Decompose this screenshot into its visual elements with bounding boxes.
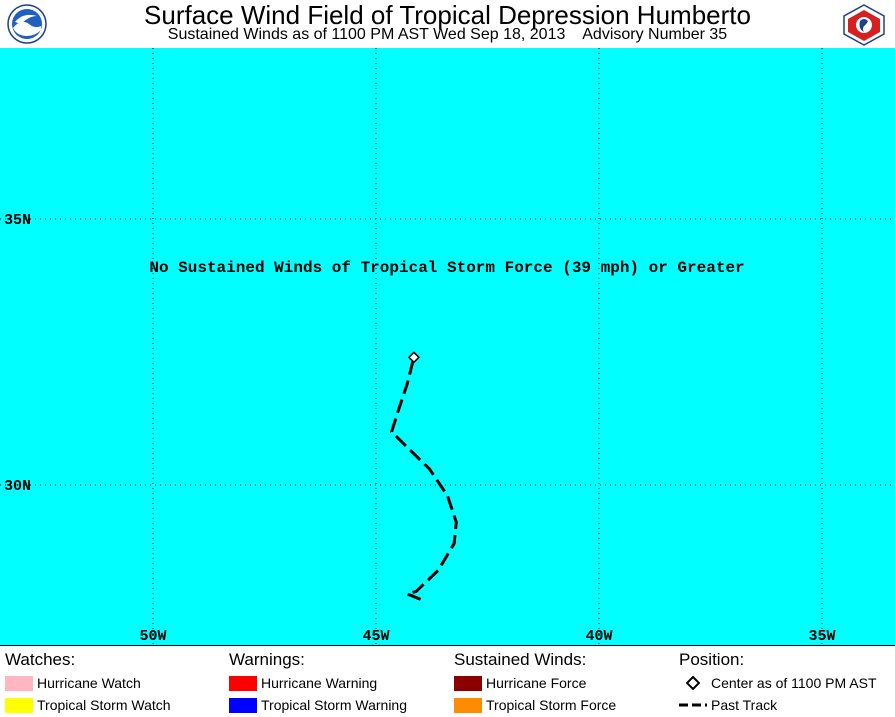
legend-winds: Sustained Winds: Hurricane Force Tropica…	[454, 650, 616, 716]
longitude-label: 40W	[585, 628, 612, 645]
legend-warnings: Warnings: Hurricane Warning Tropical Sto…	[229, 650, 407, 716]
longitude-label: 35W	[808, 628, 835, 645]
center-diamond-icon	[679, 676, 707, 691]
hurricane-force-swatch	[454, 675, 482, 691]
legend-label: Center as of 1100 PM AST	[711, 675, 877, 691]
wind-field-map: 50W 45W 40W 35W 35N 30N No Sustained Winds of…	[0, 48, 895, 645]
legend-position: Position: Center as of 1100 PM AST Past …	[679, 650, 877, 716]
latitude-label: 35N	[4, 212, 31, 229]
legend-item-tropical-storm-warning: Tropical Storm Warning	[229, 694, 407, 716]
header: Surface Wind Field of Tropical Depressio…	[0, 0, 895, 48]
legend-label: Tropical Storm Watch	[37, 697, 171, 713]
legend-item-tropical-storm-watch: Tropical Storm Watch	[5, 694, 171, 716]
past-track-line	[389, 356, 458, 601]
no-winds-message: No Sustained Winds of Tropical Storm For…	[149, 259, 744, 277]
tropical-storm-warning-swatch	[229, 697, 257, 713]
legend-item-hurricane-warning: Hurricane Warning	[229, 672, 407, 694]
legend-item-hurricane-watch: Hurricane Watch	[5, 672, 171, 694]
longitude-label: 50W	[139, 628, 166, 645]
tropical-storm-force-swatch	[454, 697, 482, 713]
legend: Watches: Hurricane Watch Tropical Storm …	[0, 645, 895, 717]
legend-label: Past Track	[711, 697, 778, 713]
legend-warnings-heading: Warnings:	[229, 650, 305, 669]
legend-item-tropical-storm-force: Tropical Storm Force	[454, 694, 616, 716]
legend-winds-heading: Sustained Winds:	[454, 650, 587, 669]
storm-center-marker	[407, 351, 420, 364]
longitude-label: 45W	[362, 628, 389, 645]
ocean-area	[0, 48, 895, 645]
legend-item-center: Center as of 1100 PM AST	[679, 672, 877, 694]
legend-label: Hurricane Warning	[261, 675, 378, 691]
noaa-logo-icon	[7, 4, 47, 44]
legend-label: Tropical Storm Force	[486, 697, 617, 713]
legend-label: Hurricane Watch	[37, 675, 141, 691]
legend-item-past-track: Past Track	[679, 694, 877, 716]
legend-position-heading: Position:	[679, 650, 745, 669]
past-track-dash-icon	[679, 698, 707, 713]
map-subtitle: Sustained Winds as of 1100 PM AST Wed Se…	[167, 26, 728, 43]
legend-watches: Watches: Hurricane Watch Tropical Storm …	[5, 650, 171, 716]
legend-watches-heading: Watches:	[5, 650, 76, 669]
hurricane-warning-swatch	[229, 675, 257, 691]
legend-label: Tropical Storm Warning	[261, 697, 408, 713]
nws-logo-icon	[843, 4, 885, 46]
legend-item-hurricane-force: Hurricane Force	[454, 672, 616, 694]
tropical-storm-watch-swatch	[5, 697, 33, 713]
legend-label: Hurricane Force	[486, 675, 587, 691]
latitude-label: 30N	[4, 478, 31, 495]
hurricane-watch-swatch	[5, 675, 33, 691]
map-title: Surface Wind Field of Tropical Depressio…	[144, 0, 751, 30]
